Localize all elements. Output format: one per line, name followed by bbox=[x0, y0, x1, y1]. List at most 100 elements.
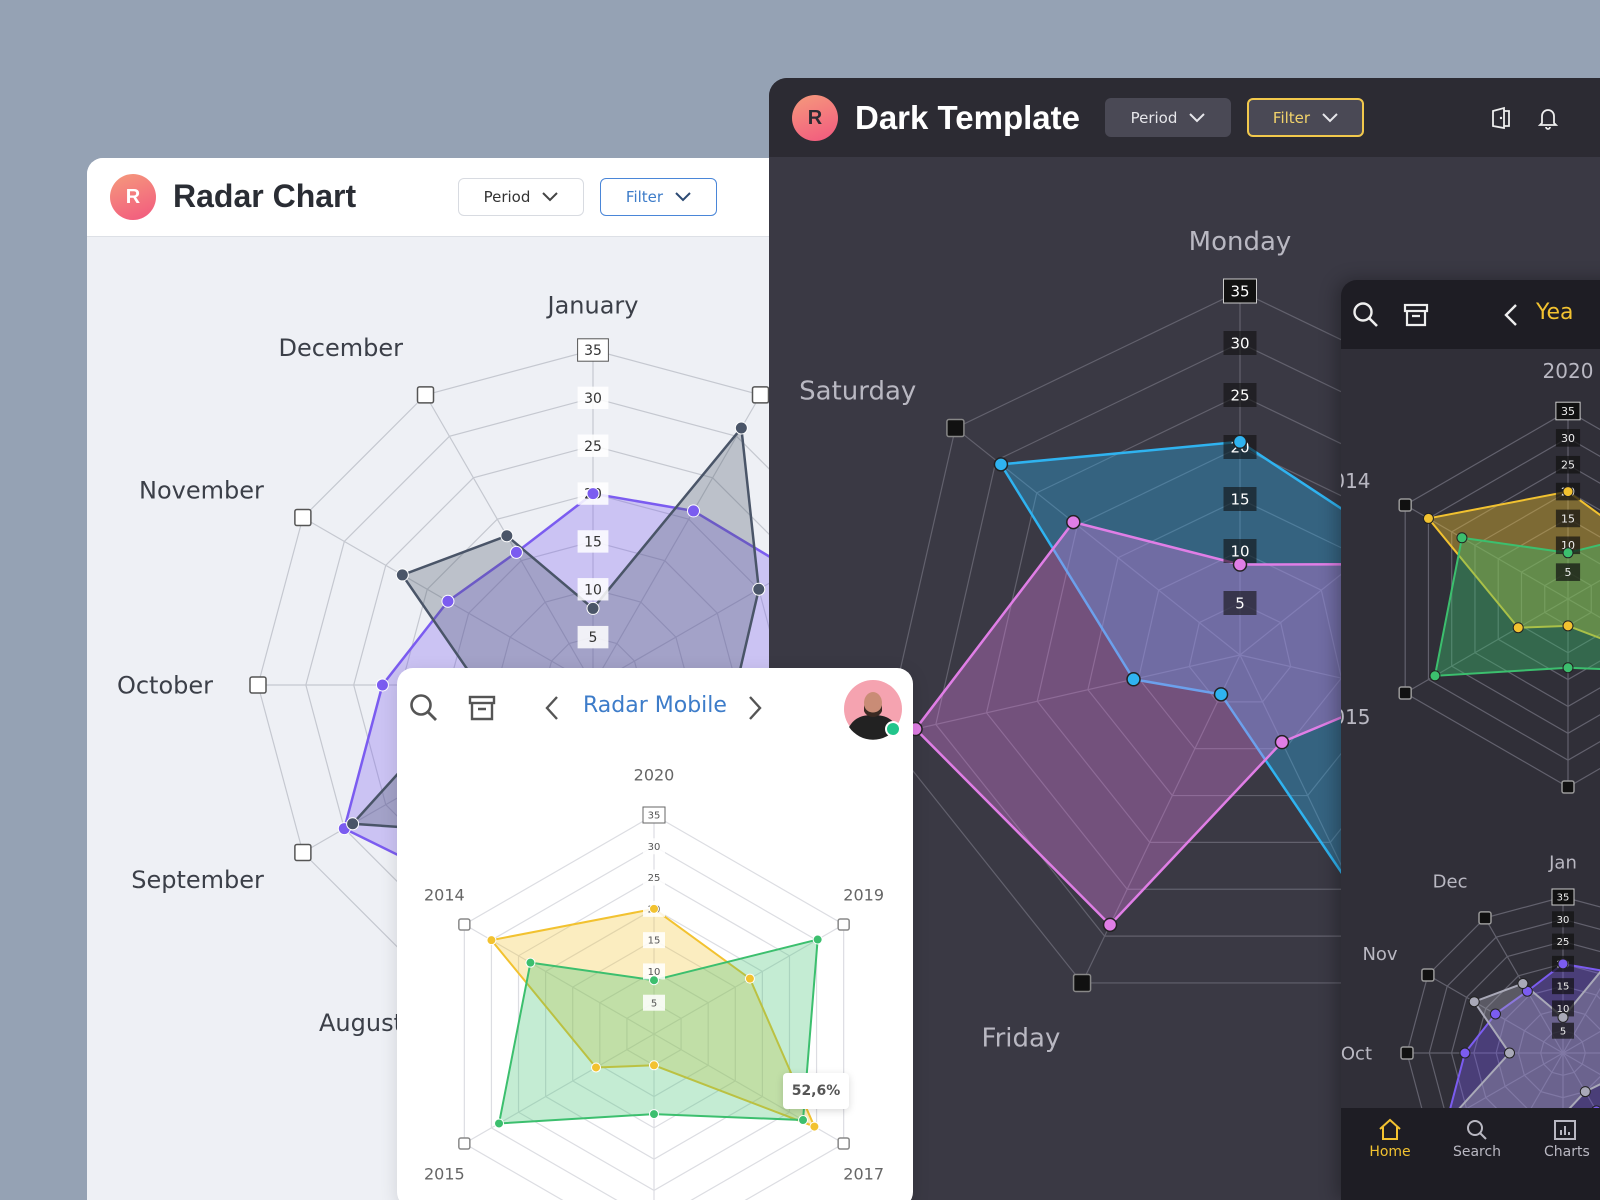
avatar[interactable] bbox=[843, 679, 909, 745]
data-point bbox=[509, 545, 523, 559]
data-point bbox=[500, 529, 514, 543]
data-point bbox=[1213, 687, 1229, 702]
chart-icon bbox=[1554, 1120, 1576, 1140]
axis-label: 2019 bbox=[843, 886, 884, 905]
data-point bbox=[1232, 557, 1248, 572]
chevron-down-icon bbox=[1322, 112, 1338, 122]
chevron-down-icon bbox=[675, 192, 691, 202]
tick-label-bg bbox=[1223, 383, 1257, 407]
axis-label: December bbox=[279, 334, 404, 362]
chevron-left-icon[interactable] bbox=[1503, 303, 1519, 327]
axis-label: September bbox=[131, 866, 264, 894]
header: R Radar Chart Period Filter bbox=[87, 158, 847, 237]
data-point bbox=[486, 935, 497, 946]
data-point bbox=[441, 594, 455, 608]
axis-vertex-marker bbox=[837, 1137, 850, 1150]
axis-vertex-marker bbox=[1561, 780, 1575, 794]
tick-label: 35 bbox=[1557, 893, 1570, 904]
tick-label: 15 bbox=[1557, 982, 1570, 993]
grid-spoke bbox=[1567, 579, 1600, 600]
axis-label: Saturday bbox=[799, 376, 916, 406]
nav-label: Charts bbox=[1544, 1144, 1590, 1160]
tick-label: 30 bbox=[584, 391, 602, 407]
period-dropdown[interactable]: Period bbox=[458, 178, 584, 216]
filter-dropdown[interactable]: Filter bbox=[1247, 98, 1364, 137]
axis-vertex-marker bbox=[249, 676, 267, 694]
tick-label: 15 bbox=[1230, 490, 1249, 508]
tick-label-bg bbox=[1551, 888, 1575, 906]
axis-label: Nov bbox=[1362, 944, 1397, 965]
tick-label: 10 bbox=[584, 582, 602, 598]
data-point bbox=[494, 1118, 505, 1129]
axis-label: 2015 bbox=[424, 1165, 465, 1184]
axis-label: 2014 bbox=[1341, 469, 1371, 493]
tick-label-bg bbox=[643, 838, 665, 855]
search-icon[interactable] bbox=[1352, 301, 1380, 329]
nav-label: Home bbox=[1369, 1144, 1411, 1160]
data-point bbox=[346, 817, 360, 831]
data-point bbox=[809, 1121, 820, 1132]
axis-label: Monday bbox=[1189, 227, 1292, 257]
nav-search[interactable]: Search bbox=[1437, 1118, 1517, 1160]
mobile-title: Radar Mobile bbox=[583, 693, 727, 718]
data-point bbox=[734, 421, 748, 435]
tick-label: 35 bbox=[648, 811, 661, 822]
tick-label-bg bbox=[643, 932, 665, 949]
axis-label: 2015 bbox=[1341, 705, 1371, 729]
tick-label: 5 bbox=[1560, 1026, 1566, 1037]
yearly-radar-chart-dark: 510152025303520202019201720152014 bbox=[1341, 359, 1600, 794]
bottom-nav: Home Search Charts bbox=[1341, 1108, 1600, 1200]
period-dropdown[interactable]: Period bbox=[1105, 98, 1231, 137]
light-mobile-panel: 510152025303520202019201720152014 Radar … bbox=[397, 668, 913, 1200]
filter-dropdown[interactable]: Filter bbox=[600, 178, 717, 216]
axis-vertex-marker bbox=[837, 918, 850, 931]
search-icon[interactable] bbox=[409, 693, 439, 723]
header: R Dark Template Period Filter bbox=[769, 78, 1600, 157]
archive-icon[interactable] bbox=[1402, 301, 1430, 329]
tick-label: 10 bbox=[1230, 542, 1249, 560]
tick-label: 30 bbox=[1561, 432, 1575, 445]
bell-icon[interactable] bbox=[1537, 106, 1559, 130]
monthly-radar-chart-dark: 5101520253035JanFebMarAprMayJunJulAugSep… bbox=[1341, 852, 1600, 1200]
page-title: Dark Template bbox=[855, 99, 1080, 136]
data-point bbox=[1232, 434, 1248, 450]
search-icon bbox=[1467, 1120, 1487, 1140]
data-point bbox=[1468, 996, 1480, 1008]
data-point bbox=[993, 457, 1009, 472]
data-point bbox=[752, 582, 766, 596]
tick-label-bg bbox=[577, 578, 609, 601]
tick-label: 30 bbox=[648, 842, 661, 853]
nav-home[interactable]: Home bbox=[1350, 1118, 1430, 1160]
grid-spoke bbox=[1567, 598, 1600, 619]
axis-label: Jan bbox=[1548, 852, 1577, 873]
series-area bbox=[1448, 970, 1600, 1124]
data-point bbox=[649, 1060, 659, 1071]
tooltip: 52,6% bbox=[783, 1073, 849, 1109]
logo: R bbox=[110, 174, 156, 220]
axis-label: Oct bbox=[1341, 1043, 1372, 1064]
data-point bbox=[586, 601, 600, 615]
data-point bbox=[649, 903, 659, 914]
data-point bbox=[1512, 622, 1524, 634]
tick-label: 5 bbox=[589, 630, 598, 646]
tick-label-bg bbox=[642, 806, 666, 824]
axis-label: Dec bbox=[1433, 872, 1468, 893]
grid-ring bbox=[1188, 602, 1292, 703]
archive-icon[interactable] bbox=[467, 693, 497, 723]
chevron-down-icon bbox=[542, 192, 559, 202]
axis-label: 2017 bbox=[843, 1165, 884, 1184]
chevron-right-icon[interactable] bbox=[747, 695, 763, 721]
tick-label-bg bbox=[1552, 1000, 1574, 1017]
book-icon[interactable] bbox=[1490, 106, 1512, 130]
tick-label-bg bbox=[1555, 563, 1581, 581]
data-point bbox=[1422, 512, 1434, 524]
nav-charts[interactable]: Charts bbox=[1517, 1118, 1597, 1160]
tick-label-bg bbox=[1552, 911, 1574, 928]
chevron-left-icon[interactable] bbox=[544, 695, 560, 721]
axis-vertex-marker bbox=[416, 386, 435, 404]
grid-spoke bbox=[1562, 1030, 1600, 1054]
dark-mobile-panel: 510152025303520202019201720152014 510152… bbox=[1341, 280, 1600, 1200]
tick-label-bg bbox=[1555, 429, 1581, 447]
chevron-down-icon bbox=[1189, 112, 1206, 122]
tick-label-bg bbox=[1223, 591, 1257, 615]
